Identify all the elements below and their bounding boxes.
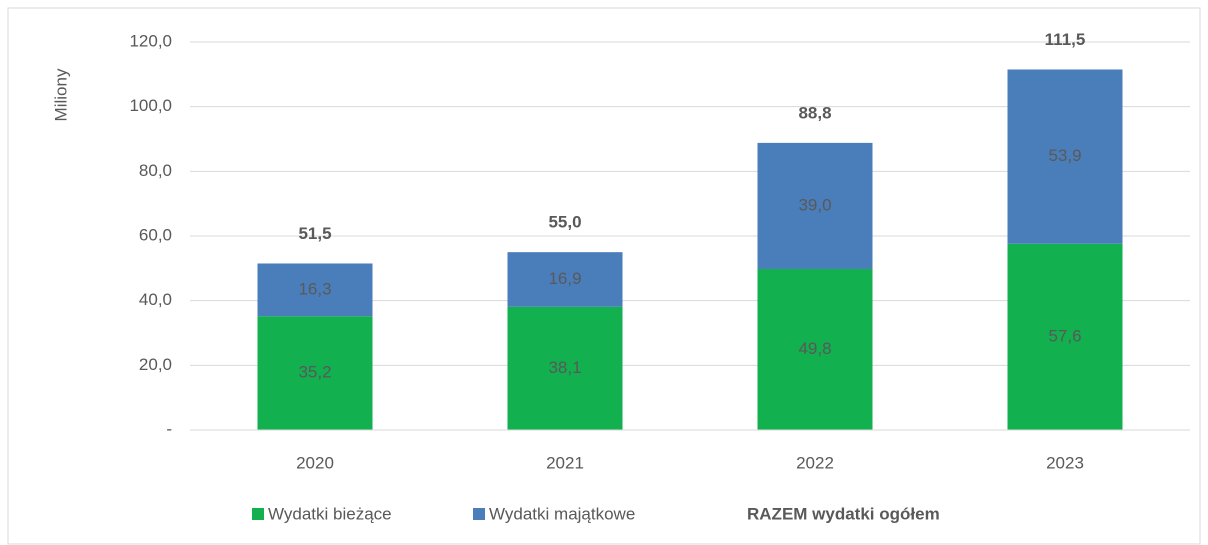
x-tick-label: 2023 (1046, 453, 1084, 472)
y-tick-label: - (166, 419, 172, 438)
x-tick-label: 2021 (546, 453, 584, 472)
legend-label: RAZEM wydatki ogółem (747, 504, 940, 523)
x-tick-label: 2022 (796, 453, 834, 472)
y-tick-label: 20,0 (139, 355, 172, 374)
data-label: 53,9 (1048, 146, 1081, 165)
legend-label: Wydatki bieżące (268, 504, 392, 523)
data-label: 39,0 (798, 195, 831, 214)
y-tick-label: 80,0 (139, 161, 172, 180)
y-tick-label: 60,0 (139, 225, 172, 244)
bar-segment (1007, 243, 1123, 430)
x-tick-label: 2020 (296, 453, 334, 472)
data-label: 16,9 (548, 269, 581, 288)
y-axis-label: Miliony (51, 68, 70, 121)
bar-segment (1007, 69, 1123, 244)
legend-marker (252, 508, 264, 520)
bar-segment (257, 263, 373, 317)
data-label: 16,3 (298, 279, 331, 298)
total-label: 55,0 (548, 213, 581, 232)
legend-marker (473, 508, 485, 520)
bar-segment (757, 268, 873, 430)
y-tick-label: 120,0 (129, 31, 172, 50)
bar-segment (507, 306, 623, 430)
y-tick-label: 100,0 (129, 96, 172, 115)
bar-segment (757, 142, 873, 269)
bar-segment (507, 252, 623, 307)
total-label: 51,5 (298, 224, 331, 243)
y-tick-label: 40,0 (139, 290, 172, 309)
data-label: 49,8 (798, 339, 831, 358)
total-label: 111,5 (1045, 30, 1086, 49)
bar-segment (257, 316, 373, 430)
data-label: 38,1 (548, 358, 581, 377)
legend-label: Wydatki majątkowe (489, 504, 635, 523)
data-label: 57,6 (1048, 326, 1081, 345)
total-label: 88,8 (798, 103, 831, 122)
data-label: 35,2 (298, 363, 331, 382)
